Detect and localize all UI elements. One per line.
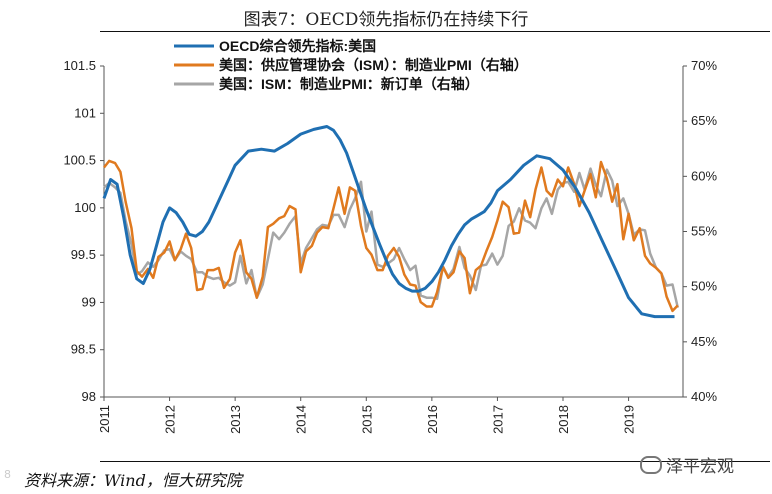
- x-tick-label: 2018: [556, 405, 571, 434]
- legend-label-1: 美国：供应管理协会（ISM）：制造业PMI（右轴）: [219, 57, 528, 73]
- x-tick-label: 2014: [294, 405, 309, 434]
- source-note: 资料来源：Wind，恒大研究院: [24, 471, 242, 490]
- x-tick-label: 2013: [228, 405, 243, 434]
- y-tick-label: 101: [74, 105, 96, 120]
- series-line-2: [103, 167, 680, 308]
- y-tick-label: 98: [82, 389, 96, 404]
- x-tick-label: 2019: [622, 405, 637, 434]
- legend-label-2: 美国：ISM：制造业PMI：新订单（右轴）: [219, 76, 479, 92]
- wechat-icon: [640, 456, 662, 474]
- y-tick-label: 99.5: [71, 247, 96, 262]
- x-tick-label: 2015: [359, 405, 374, 434]
- y2-tick-label: 70%: [691, 58, 717, 73]
- y-tick-label: 99: [82, 294, 96, 309]
- chart-title: 图表7：OECD领先指标仍在持续下行: [243, 10, 529, 30]
- brand-logo: 泽平宏观: [640, 452, 734, 477]
- x-tick-label: 2017: [490, 405, 505, 434]
- bottom-rule: [100, 461, 770, 462]
- y2-tick-label: 45%: [691, 334, 717, 349]
- y2-tick-label: 60%: [691, 168, 717, 183]
- y-tick-label: 100: [74, 200, 96, 215]
- y2-tick-label: 50%: [691, 279, 717, 294]
- y-tick-label: 101.5: [63, 58, 96, 73]
- x-tick-label: 2011: [97, 405, 112, 433]
- y2-tick-label: 40%: [691, 389, 717, 404]
- y-tick-label: 100.5: [63, 153, 96, 168]
- x-tick-label: 2012: [163, 405, 178, 434]
- y2-tick-label: 55%: [691, 224, 717, 239]
- x-tick-label: 2016: [425, 405, 440, 434]
- brand-label: 泽平宏观: [666, 457, 734, 477]
- legend-label-0: OECD综合领先指标:美国: [219, 38, 376, 54]
- y-tick-label: 98.5: [71, 342, 96, 357]
- y2-tick-label: 65%: [691, 113, 717, 128]
- top-rule: [100, 31, 770, 32]
- watermark-text: 8: [4, 468, 11, 481]
- series-line-0: [102, 125, 675, 319]
